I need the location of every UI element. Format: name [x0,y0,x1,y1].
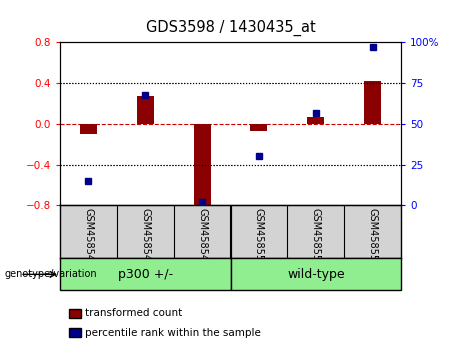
Text: GSM458547: GSM458547 [83,208,94,267]
Text: percentile rank within the sample: percentile rank within the sample [85,328,261,338]
Text: GSM458548: GSM458548 [140,208,150,267]
Text: genotype/variation: genotype/variation [5,269,97,279]
Bar [250,124,267,131]
Text: GSM458550: GSM458550 [254,208,264,267]
Bar [230,258,401,290]
Text: wild-type: wild-type [287,268,344,281]
Bar [307,117,324,124]
Bar [194,124,211,207]
Bar [80,124,97,134]
Bar [136,96,154,124]
Text: GDS3598 / 1430435_at: GDS3598 / 1430435_at [146,19,315,36]
Text: GSM458551: GSM458551 [311,208,321,267]
Bar [60,258,230,290]
Text: GSM458552: GSM458552 [367,208,378,267]
Bar [364,81,381,124]
Text: GSM458549: GSM458549 [197,208,207,267]
Text: transformed count: transformed count [85,308,183,318]
Text: p300 +/-: p300 +/- [118,268,173,281]
